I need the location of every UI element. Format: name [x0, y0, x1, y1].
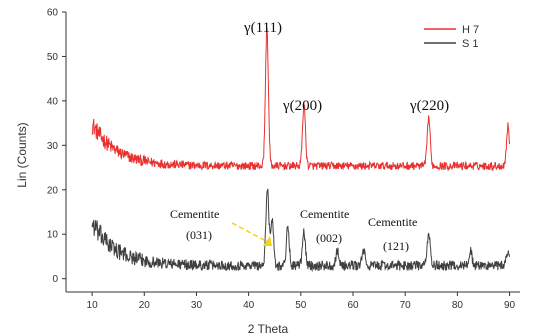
x-tick-label: 60	[347, 300, 359, 311]
y-tick-label: 30	[47, 141, 59, 152]
legend-label-s1: S 1	[462, 38, 479, 50]
label-cementite-002: Cementite	[300, 207, 349, 221]
series-line-h7	[91, 27, 511, 172]
label-cementite-031: Cementite	[170, 207, 219, 221]
cementite-arrow	[231, 222, 272, 246]
y-ticks: 0 10 20 30 40 50 60	[47, 8, 66, 285]
x-tick-label: 30	[191, 300, 203, 311]
legend-label-h7: H 7	[462, 24, 479, 36]
y-tick-label: 10	[47, 230, 59, 241]
label-gamma-111: γ(111)	[243, 20, 282, 36]
y-tick-label: 60	[47, 8, 59, 19]
y-tick-label: 40	[47, 96, 59, 107]
x-tick-label: 80	[452, 300, 464, 311]
x-tick-label: 10	[87, 300, 99, 311]
series-line-s1	[91, 188, 511, 273]
label-cementite-121: Cementite	[368, 215, 417, 229]
y-tick-label: 50	[47, 52, 59, 63]
y-axis-title: Lin (Counts)	[15, 122, 29, 187]
series-layer	[91, 27, 511, 273]
arrow-line	[231, 222, 267, 242]
x-tick-label: 20	[139, 300, 151, 311]
axes: 0 10 20 30 40 50 60 10 20 30 40 50 60 70 80 90	[47, 8, 520, 311]
label-cementite-002-index: (002)	[316, 231, 342, 245]
x-tick-label: 50	[295, 300, 307, 311]
x-tick-label: 90	[504, 300, 516, 311]
y-tick-label: 0	[52, 274, 58, 285]
label-cementite-031-index: (031)	[186, 228, 212, 242]
y-tick-label: 20	[47, 185, 59, 196]
label-gamma-200: γ(200)	[282, 98, 322, 114]
x-ticks: 10 20 30 40 50 60 70 80 90	[87, 292, 516, 311]
x-tick-label: 70	[400, 300, 412, 311]
label-gamma-220: γ(220)	[409, 98, 449, 114]
x-tick-label: 40	[243, 300, 255, 311]
label-cementite-121-index: (121)	[383, 239, 409, 253]
legend: H 7 S 1	[424, 24, 479, 50]
arrow-head	[263, 236, 272, 246]
x-axis-title: 2 Theta	[248, 322, 289, 336]
